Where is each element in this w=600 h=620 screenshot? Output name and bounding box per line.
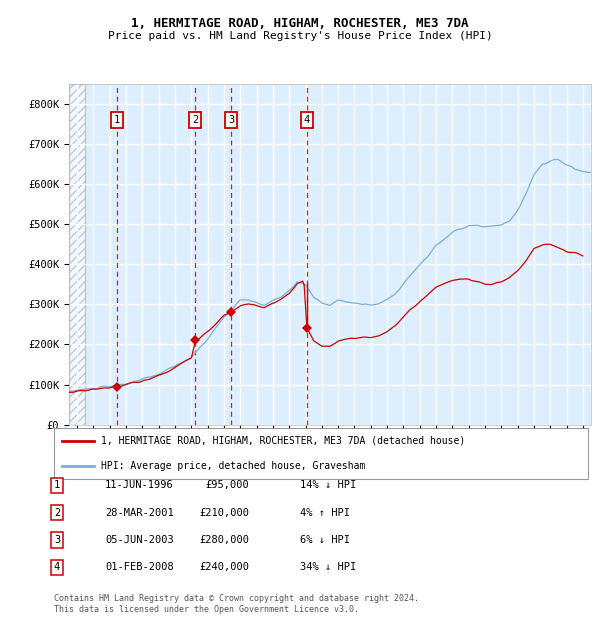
Text: Price paid vs. HM Land Registry's House Price Index (HPI): Price paid vs. HM Land Registry's House … <box>107 31 493 41</box>
Text: £210,000: £210,000 <box>199 508 249 518</box>
Text: 4% ↑ HPI: 4% ↑ HPI <box>300 508 350 518</box>
Text: 2: 2 <box>54 508 60 518</box>
Text: 1, HERMITAGE ROAD, HIGHAM, ROCHESTER, ME3 7DA (detached house): 1, HERMITAGE ROAD, HIGHAM, ROCHESTER, ME… <box>101 435 465 446</box>
Text: 1: 1 <box>114 115 120 125</box>
Text: 3: 3 <box>228 115 234 125</box>
Text: 2: 2 <box>192 115 199 125</box>
Text: 01-FEB-2008: 01-FEB-2008 <box>105 562 174 572</box>
Text: 14% ↓ HPI: 14% ↓ HPI <box>300 480 356 490</box>
Text: 28-MAR-2001: 28-MAR-2001 <box>105 508 174 518</box>
FancyBboxPatch shape <box>54 428 588 479</box>
Text: 11-JUN-1996: 11-JUN-1996 <box>105 480 174 490</box>
Text: HPI: Average price, detached house, Gravesham: HPI: Average price, detached house, Grav… <box>101 461 365 471</box>
Text: 05-JUN-2003: 05-JUN-2003 <box>105 535 174 545</box>
Text: 1: 1 <box>54 480 60 490</box>
Text: 6% ↓ HPI: 6% ↓ HPI <box>300 535 350 545</box>
Text: £95,000: £95,000 <box>205 480 249 490</box>
Text: Contains HM Land Registry data © Crown copyright and database right 2024.
This d: Contains HM Land Registry data © Crown c… <box>54 595 419 614</box>
Text: 3: 3 <box>54 535 60 545</box>
Bar <box>69 84 85 425</box>
Text: 4: 4 <box>304 115 310 125</box>
Text: 1, HERMITAGE ROAD, HIGHAM, ROCHESTER, ME3 7DA: 1, HERMITAGE ROAD, HIGHAM, ROCHESTER, ME… <box>131 17 469 30</box>
Text: £280,000: £280,000 <box>199 535 249 545</box>
Text: 4: 4 <box>54 562 60 572</box>
Text: 34% ↓ HPI: 34% ↓ HPI <box>300 562 356 572</box>
Text: £240,000: £240,000 <box>199 562 249 572</box>
